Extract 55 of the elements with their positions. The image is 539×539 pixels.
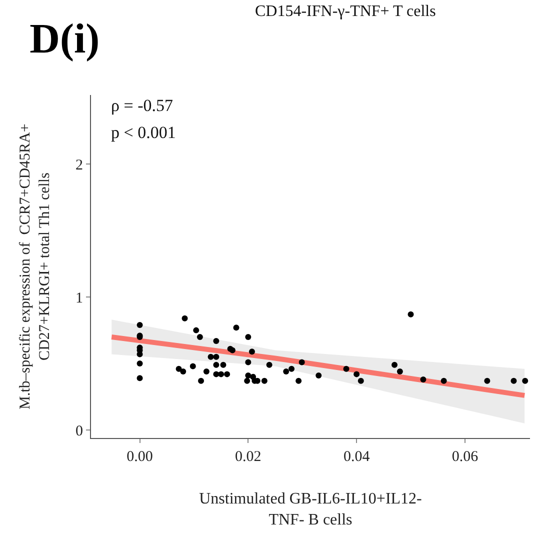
point xyxy=(136,322,143,328)
point xyxy=(213,354,220,360)
x-tick-label: 0.00 xyxy=(126,449,153,465)
point xyxy=(396,368,403,375)
point xyxy=(176,366,182,372)
point xyxy=(420,376,426,382)
point xyxy=(510,378,517,384)
point xyxy=(283,368,290,375)
x-tick-label: 0.04 xyxy=(343,449,370,465)
x-tick-label: 0.06 xyxy=(452,449,479,465)
point xyxy=(182,315,188,322)
point xyxy=(220,362,226,368)
point xyxy=(392,362,398,368)
point xyxy=(522,378,528,384)
point xyxy=(136,375,143,382)
annotation: ρ = -0.57 xyxy=(111,96,174,115)
point xyxy=(354,371,360,378)
annotation: p < 0.001 xyxy=(111,123,176,142)
point xyxy=(213,338,220,344)
y-axis-title: M.tb–specific expression of CCR7+CD45RA+ CD27+KLRGI+ total Th1 cells xyxy=(17,124,53,410)
point xyxy=(245,372,252,379)
point xyxy=(316,372,322,379)
point xyxy=(245,359,252,366)
point xyxy=(266,362,272,368)
point xyxy=(358,378,364,384)
text: CD154-IFN-γ-TNF+ T cells xyxy=(255,3,436,20)
x-tick-label: 0.02 xyxy=(235,449,262,465)
x-axis-title: Unstimulated GB-IL6-IL10+IL12- TNF- B cells xyxy=(199,490,422,528)
y-tick-label: 0 xyxy=(76,423,83,440)
point xyxy=(180,368,186,375)
point xyxy=(440,378,447,384)
y-tick-label: 1 xyxy=(76,290,83,306)
point xyxy=(190,363,196,370)
chart-title: D(i) xyxy=(30,16,100,62)
point xyxy=(298,359,305,366)
point xyxy=(198,378,204,384)
y-tick-label: 2 xyxy=(76,157,83,174)
point xyxy=(213,362,220,368)
point xyxy=(245,334,252,340)
point xyxy=(196,334,203,340)
point xyxy=(408,311,414,318)
point xyxy=(484,378,490,384)
point xyxy=(244,378,250,384)
point xyxy=(261,378,268,384)
point xyxy=(248,348,255,355)
point xyxy=(343,366,350,372)
point xyxy=(193,327,200,334)
point xyxy=(203,368,210,375)
point xyxy=(288,366,295,372)
point xyxy=(233,324,240,331)
point xyxy=(218,371,224,378)
point xyxy=(296,378,302,384)
point xyxy=(208,354,214,360)
point xyxy=(136,360,143,367)
point xyxy=(224,371,230,378)
